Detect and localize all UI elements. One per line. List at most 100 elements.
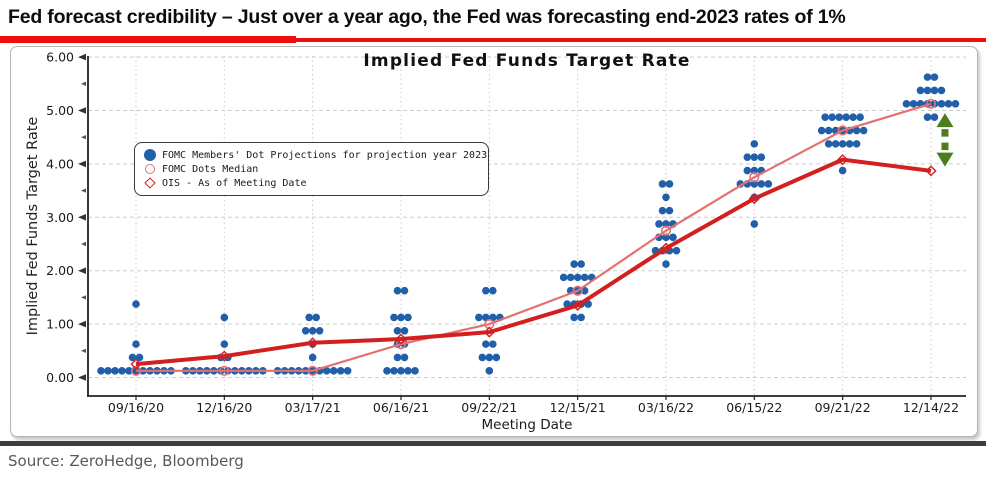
fomc-dot <box>930 100 939 108</box>
y-tick-label: 6.00 <box>46 50 74 65</box>
fomc-dot <box>489 340 497 348</box>
fomc-dot <box>923 86 932 95</box>
ois-marker <box>395 333 407 345</box>
fomc-dot <box>665 180 674 188</box>
fomc-dot <box>824 140 833 148</box>
fomc-dot <box>750 166 759 175</box>
fomc-dot <box>923 113 932 121</box>
y-minor-tick <box>81 348 86 353</box>
fomc-dot <box>937 86 946 95</box>
median-marker <box>130 365 142 376</box>
median-marker <box>660 225 672 236</box>
legend-item-dots-median: FOMC Dots Median <box>144 162 480 176</box>
x-tick-label: 06/15/22 <box>726 400 782 415</box>
fomc-dot <box>336 367 345 375</box>
fomc-dot <box>393 326 402 335</box>
fomc-dot <box>390 367 398 375</box>
fomc-dot <box>220 340 229 348</box>
fomc-dot <box>400 286 409 295</box>
y-major-tick <box>78 267 86 274</box>
fomc-dot <box>135 353 144 362</box>
y-major-tick <box>78 214 86 221</box>
fomc-dot <box>951 100 960 108</box>
ois-marker <box>218 350 230 362</box>
y-tick-label: 0.00 <box>46 370 74 385</box>
y-minor-tick <box>81 81 86 86</box>
fomc-dot <box>390 313 398 322</box>
legend-item-ois: OIS - As of Meeting Date <box>144 176 480 190</box>
fomc-dot <box>824 126 833 135</box>
fomc-dot <box>852 140 861 148</box>
fomc-dot <box>125 367 133 375</box>
fomc-dot <box>397 367 405 375</box>
fomc-dot <box>400 353 409 362</box>
fomc-dot <box>937 100 946 108</box>
fomc-dot <box>662 233 670 242</box>
fomc-dot <box>411 367 419 375</box>
fomc-dot <box>492 353 501 362</box>
fomc-dot <box>743 166 752 175</box>
fomc-dot <box>852 126 861 135</box>
fomc-dot <box>916 86 925 95</box>
median-marker <box>572 285 583 296</box>
source-credit: Source: ZeroHedge, Bloomberg <box>8 452 244 470</box>
headline: Fed forecast credibility – Just over a y… <box>8 6 846 28</box>
fomc-dot <box>845 140 854 148</box>
chart-plot-area: 0.00 1.00 2.00 3.00 4.00 5.00 6.00 09/16/20 12/1… <box>46 50 966 415</box>
fomc-dot <box>308 326 317 335</box>
median-marker <box>749 172 760 183</box>
fomc-dot <box>944 100 953 108</box>
fomc-dot <box>570 313 578 322</box>
fomc-dot <box>909 100 918 108</box>
fomc-dot <box>923 73 932 81</box>
fomc-dot <box>312 313 320 322</box>
y-tick-label: 5.00 <box>46 103 74 118</box>
fomc-dot <box>838 166 847 175</box>
fomc-dot <box>930 86 939 95</box>
ois-marker <box>483 326 495 338</box>
fomc-dot <box>308 353 317 362</box>
fomc-dot <box>750 153 759 162</box>
fomc-dot <box>757 153 766 162</box>
fomc-dot <box>856 113 864 121</box>
fomc-dot <box>930 73 939 81</box>
fomc-dot <box>482 340 490 348</box>
fomc-dot <box>485 353 494 362</box>
x-tick-label: 12/16/20 <box>196 400 252 415</box>
fomc-dot <box>383 367 391 375</box>
x-tick-label: 09/21/22 <box>815 400 871 415</box>
fomc-dot <box>669 233 677 242</box>
fomc-dot <box>329 367 338 375</box>
fomc-dot <box>566 273 575 282</box>
median-marker <box>925 98 937 109</box>
fomc-dot <box>489 286 497 295</box>
x-axis-title: Meeting Date <box>481 417 573 433</box>
y-major-tick <box>78 107 86 114</box>
y-minor-tick <box>81 135 86 140</box>
ois-marker <box>660 242 672 254</box>
fomc-dot <box>577 313 585 322</box>
legend-label: OIS - As of Meeting Date <box>162 177 307 189</box>
y-minor-tick <box>81 188 86 193</box>
fomc-dot <box>835 113 843 121</box>
x-tick-label: 12/15/21 <box>550 400 606 415</box>
x-tick-label: 09/22/21 <box>461 400 517 415</box>
fomc-dot <box>305 313 313 322</box>
x-tick-label: 12/14/22 <box>903 400 959 415</box>
legend-label: FOMC Dots Median <box>162 163 259 175</box>
fomc-dot <box>485 367 494 375</box>
y-major-tick <box>78 53 86 61</box>
source-divider <box>0 441 986 446</box>
legend-item-dot-projections: FOMC Members' Dot Projections for projec… <box>144 148 487 162</box>
ois-marker <box>130 358 142 370</box>
y-minor-tick <box>81 295 86 300</box>
x-tick-label: 03/16/22 <box>638 400 694 415</box>
fomc-dot <box>104 367 112 375</box>
fomc-dot <box>817 126 826 135</box>
fomc-dot <box>97 367 105 375</box>
ois-marker <box>572 299 584 311</box>
fomc-dot <box>859 126 868 135</box>
fomc-dot <box>849 113 857 121</box>
fomc-dot <box>404 313 412 322</box>
